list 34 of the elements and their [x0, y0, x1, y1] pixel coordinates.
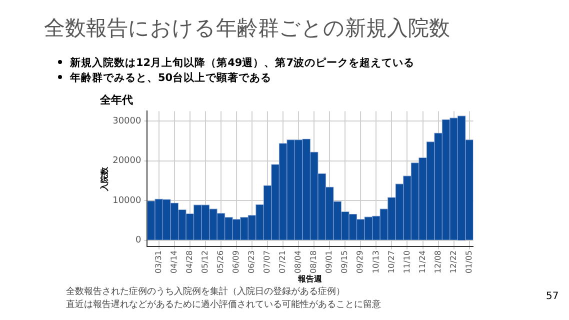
x-tick-label: 06/09	[232, 250, 241, 274]
text: 57	[546, 291, 559, 302]
x-tick-label: 09/15	[340, 250, 350, 274]
y-tick-label: 20000	[112, 156, 142, 166]
x-tick-label: 12/22	[448, 250, 458, 274]
x-tick-label: 09/29	[356, 250, 365, 274]
x-tick-label: 01/05	[464, 250, 474, 274]
x-tick-label: 07/07	[262, 250, 272, 274]
y-tick-label: 0	[135, 236, 142, 246]
text: 全数報告された症例のうち入院例を集計（入院日の登録がある症例）	[66, 286, 346, 299]
x-tick-label: 05/26	[216, 250, 226, 274]
x-tick-label: 07/21	[278, 250, 288, 274]
x-tick-label: 04/28	[184, 250, 194, 274]
x-tick-label: 11/10	[402, 250, 412, 274]
x-axis-title: 報告週	[297, 274, 324, 284]
x-tick-label: 04/14	[169, 250, 178, 274]
text: 新規入院数は12月上旬以降（第49週）、第7波のピークを超えている	[70, 57, 415, 69]
x-tick-label: 11/24	[418, 250, 427, 274]
text: 年齢群でみると、50台以上で顕著である	[70, 72, 272, 84]
x-tick-label: 09/01	[324, 250, 334, 274]
chart-subtitle: 全年代	[99, 93, 133, 106]
text: 直近は報告遅れなどがあるために過小評価されている可能性があることに留意	[66, 299, 381, 312]
chart-title: 全数報告における年齢群ごとの新規入院数	[44, 15, 450, 42]
x-tick-label: 03/31	[154, 250, 163, 274]
x-tick-label: 08/04	[294, 250, 303, 274]
y-tick-label: 10000	[112, 196, 142, 206]
x-tick-label: 06/23	[247, 250, 256, 274]
x-tick-label: 05/12	[200, 250, 210, 274]
y-tick-label: 30000	[112, 116, 142, 126]
x-tick-label: 10/27	[386, 250, 396, 274]
x-tick-label: 08/18	[309, 250, 318, 274]
x-tick-label: 12/08	[433, 250, 442, 274]
y-axis-title: 入院数	[100, 166, 109, 192]
x-tick-label: 10/13	[371, 250, 380, 274]
